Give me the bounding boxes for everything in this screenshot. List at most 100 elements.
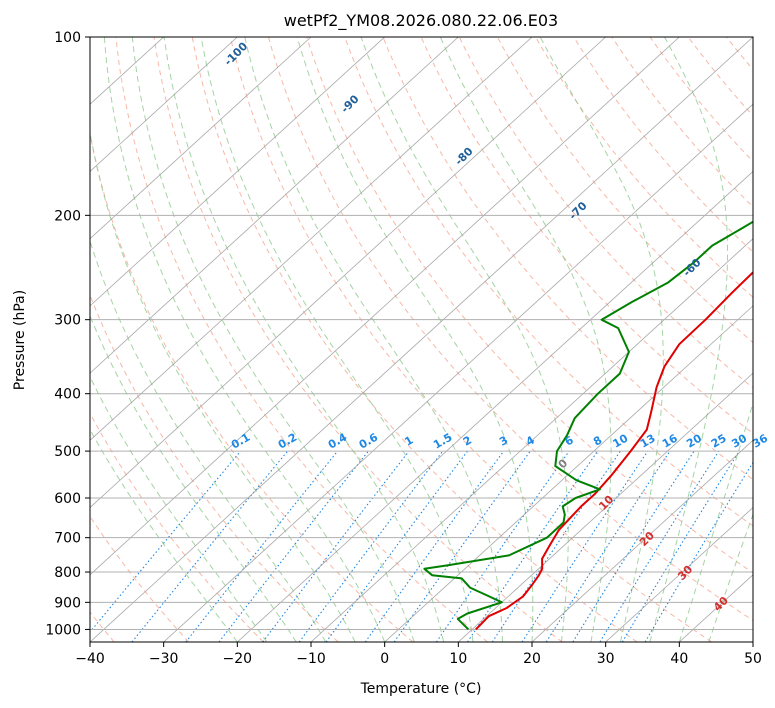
dry-adiabat-line <box>90 131 414 642</box>
mixing-ratio-label: 10 <box>611 431 631 450</box>
y-tick-label: 500 <box>54 444 81 460</box>
dry-adiabat-line <box>90 412 264 642</box>
moist-adiabat-line <box>360 37 569 642</box>
dry-adiabat-line <box>306 37 753 574</box>
x-tick-label: −20 <box>223 651 253 667</box>
mixing-ratio-label: 0.1 <box>229 431 252 452</box>
y-tick-label: 100 <box>54 30 81 46</box>
mixing-ratio-label: 1.5 <box>431 431 454 452</box>
mixing-ratio-label: 1 <box>402 434 415 449</box>
y-tick-label: 900 <box>54 595 81 611</box>
mixing-ratio-label: 3 <box>497 434 510 449</box>
isotherm-line <box>90 37 680 576</box>
dry-adiabat-line <box>611 37 753 208</box>
x-tick-label: 40 <box>670 651 688 667</box>
mixing-ratio-line <box>572 450 695 642</box>
mixing-ratio-line <box>644 461 753 642</box>
moist-adiabat-line <box>244 37 503 642</box>
mixing-ratio-line <box>491 450 621 642</box>
isotherm-line <box>384 305 753 642</box>
moist-adiabat-line <box>649 37 728 642</box>
mixing-ratio-label: 8 <box>591 434 604 449</box>
dry-adiabat-label: -70 <box>566 199 589 222</box>
isotherm-line <box>90 37 533 441</box>
mixing-ratio-label: 20 <box>684 431 704 450</box>
x-tick-label: 0 <box>380 651 389 667</box>
dry-adiabat-label: -80 <box>452 145 475 168</box>
dry-adiabat-line <box>765 37 775 642</box>
x-ticks: −40 −30 −20 −10 0 10 20 30 40 50 <box>75 642 762 667</box>
mixing-ratio-label: 0.6 <box>357 430 381 451</box>
dry-adiabat-line <box>344 37 753 527</box>
moist-adiabat-line <box>90 129 356 642</box>
x-tick-label: −30 <box>149 651 179 667</box>
mixing-ratio-line <box>185 450 339 642</box>
y-tick-label: 200 <box>54 208 81 224</box>
dry-adiabat-line <box>535 37 753 298</box>
y-tick-label: 300 <box>54 313 81 329</box>
dry-adiabat-label: -100 <box>222 39 251 68</box>
isotherm-line <box>90 37 312 240</box>
x-axis-label: Temperature (°C) <box>360 681 482 697</box>
x-tick-label: 20 <box>523 651 541 667</box>
moist-adiabat-line <box>439 37 612 642</box>
isotherm-line <box>458 372 753 642</box>
dry-adiabat-line <box>268 37 753 622</box>
mixing-ratio-line <box>298 450 444 642</box>
dry-adiabat-line <box>191 37 638 642</box>
dewpoint-profile-line <box>423 220 753 631</box>
dry-adiabat-label: 10 <box>596 493 616 513</box>
x-tick-label: −40 <box>75 651 105 667</box>
mixing-ratio-line <box>545 450 671 642</box>
y-ticks: 100 200 300 400 500 600 700 800 900 1000 <box>45 30 90 638</box>
chart-title: wetPf2_YM08.2026.080.22.06.E03 <box>284 11 558 31</box>
isotherm-line <box>90 37 385 307</box>
mixing-ratio-label: 0.2 <box>276 431 299 452</box>
mixing-ratio-label: 30 <box>729 431 749 450</box>
mixing-ratio-line <box>621 450 740 642</box>
mixing-ratio-line <box>90 450 242 633</box>
y-tick-label: 700 <box>54 531 81 547</box>
y-axis-label: Pressure (hPa) <box>12 290 28 390</box>
x-tick-label: 50 <box>744 651 762 667</box>
mixing-ratio-line <box>325 450 468 642</box>
moist-adiabat-line <box>131 37 415 642</box>
isotherm-line <box>237 170 753 642</box>
mixing-ratio-label: 0.4 <box>326 430 350 451</box>
dry-adiabat-line <box>153 37 563 642</box>
line-labels: -100-90-80-70-60-50-40-30-20-10010203040… <box>222 39 771 614</box>
isotherm-line <box>531 439 753 642</box>
moist-adiabat-line <box>708 513 753 642</box>
moist-adiabat-line <box>678 401 753 642</box>
dry-adiabat-line <box>649 37 753 163</box>
mixing-ratio-label: 2 <box>461 434 474 449</box>
x-tick-label: 30 <box>597 651 615 667</box>
dry-adiabat-line <box>90 293 339 642</box>
dry-adiabat-label: -90 <box>338 92 361 115</box>
moist-adiabat-line <box>90 428 238 642</box>
dry-adiabat-label: -60 <box>680 256 703 279</box>
mixing-ratio-label: 16 <box>660 431 680 450</box>
dry-adiabat-line <box>496 37 753 344</box>
dry-adiabat-line <box>90 515 190 642</box>
dry-adiabat-line <box>458 37 753 389</box>
moist-adiabat-line <box>539 37 664 642</box>
y-tick-label: 800 <box>54 565 81 581</box>
mixing-ratio-line <box>262 450 410 642</box>
isotherm-line <box>90 37 606 509</box>
background-lines <box>90 37 775 642</box>
isotherm-line <box>90 37 753 642</box>
moist-adiabat-line <box>163 37 445 642</box>
mixing-ratio-line <box>364 450 505 642</box>
mixing-ratio-line <box>435 450 570 642</box>
moist-adiabat-line <box>90 314 297 642</box>
mixing-ratio-line <box>467 450 599 642</box>
moist-adiabat-line <box>90 375 268 642</box>
isotherm-line <box>90 37 238 172</box>
y-tick-label: 400 <box>54 387 81 403</box>
dry-adiabat-label: 20 <box>637 529 657 549</box>
plot-frame <box>89 36 754 643</box>
isotherm-line <box>752 641 753 642</box>
